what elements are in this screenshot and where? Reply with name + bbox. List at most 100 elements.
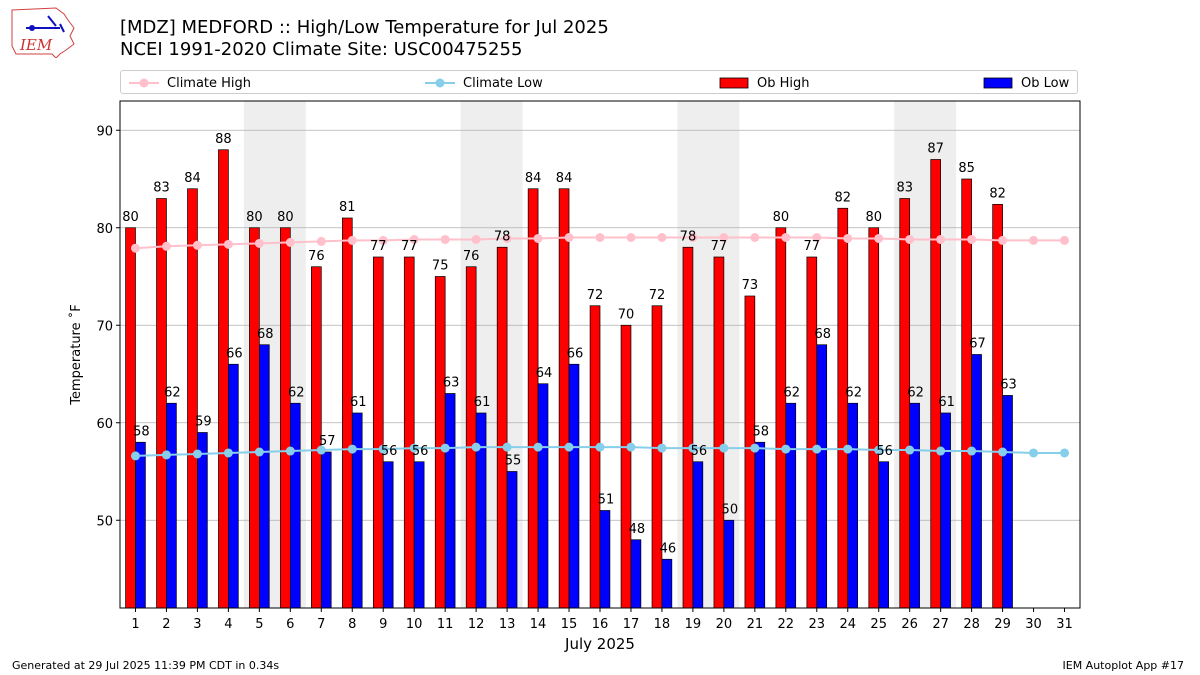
climate-low-point (874, 445, 884, 455)
bar-ob-low (940, 412, 951, 608)
bar-ob-high (311, 266, 322, 608)
bar-ob-high (713, 256, 725, 608)
climate-high-point (874, 233, 884, 243)
climate-high-point (316, 236, 326, 246)
bar-ob-low (816, 344, 828, 608)
x-tick-label: 11 (437, 617, 454, 632)
label-ob-high: 80 (122, 210, 139, 225)
label-ob-low: 68 (257, 327, 274, 342)
ob-high-swatch (719, 77, 749, 89)
x-tick-label: 20 (716, 617, 733, 632)
bar-ob-high (403, 256, 415, 608)
climate-high-point (688, 233, 698, 242)
climate-low-point (161, 450, 171, 460)
bar-ob-low (228, 363, 239, 608)
label-ob-high: 87 (927, 142, 944, 157)
label-ob-low: 62 (845, 385, 862, 400)
logo-text: IEM (19, 36, 53, 54)
x-tick-label: 26 (901, 617, 918, 632)
climate-low-point (626, 442, 636, 452)
climate-high-swatch (129, 78, 159, 88)
chart-title: [MDZ] MEDFORD :: High/Low Temperature fo… (120, 17, 609, 38)
climate-low-point (440, 443, 450, 453)
climate-high-point (843, 233, 853, 243)
climate-low-point (254, 447, 264, 457)
label-ob-high: 80 (865, 210, 882, 225)
x-tick-label: 3 (193, 617, 201, 632)
climate-high-point (1029, 235, 1039, 245)
x-tick-label: 25 (870, 617, 887, 632)
footer-generated: Generated at 29 Jul 2025 11:39 PM CDT in… (12, 659, 280, 672)
label-ob-low: 55 (505, 454, 522, 469)
bar-ob-low (661, 558, 673, 608)
bar-ob-high (341, 217, 353, 608)
label-ob-high: 78 (494, 229, 511, 244)
bar-ob-low (971, 354, 982, 608)
label-ob-high: 72 (587, 288, 604, 303)
x-tick-label: 18 (654, 617, 671, 632)
label-ob-low: 64 (536, 366, 553, 381)
climate-high-point (905, 234, 915, 244)
bar-ob-high (589, 305, 601, 608)
label-ob-high: 88 (215, 132, 232, 147)
bar-ob-low (166, 402, 177, 608)
label-ob-high: 84 (184, 171, 201, 186)
bar-ob-high (280, 227, 291, 608)
label-ob-low: 61 (474, 395, 491, 410)
x-tick-label: 23 (809, 617, 826, 632)
climate-high-point (781, 233, 791, 242)
climate-low-point (936, 446, 946, 456)
x-tick-label: 24 (839, 617, 856, 632)
climate-high-point (812, 233, 822, 242)
x-tick-label: 15 (561, 617, 578, 632)
bar-ob-low (135, 441, 146, 608)
legend-label-ob-high: Ob High (757, 75, 810, 91)
bar-ob-high (620, 324, 632, 608)
bar-ob-low (351, 412, 363, 608)
label-ob-low: 58 (753, 424, 770, 439)
climate-low-point (750, 443, 760, 453)
climate-low-point (223, 448, 233, 458)
x-tick-label: 19 (685, 617, 702, 632)
climate-low-point (285, 446, 295, 456)
climate-high-point (378, 235, 388, 245)
climate-high-point (223, 239, 233, 249)
bar-ob-high (527, 188, 539, 608)
climate-low-point (1029, 448, 1039, 458)
bar-ob-low (413, 461, 425, 608)
climate-low-point (719, 443, 729, 453)
bar-ob-low (320, 451, 332, 608)
x-tick-label: 12 (468, 617, 485, 632)
climate-high-point (161, 241, 171, 251)
label-ob-low: 62 (907, 385, 924, 400)
x-tick-label: 29 (994, 617, 1011, 632)
climate-high-point (998, 235, 1008, 245)
bar-ob-high (651, 305, 663, 608)
y-tick-label: 80 (96, 222, 113, 237)
label-ob-high: 75 (432, 259, 449, 274)
label-ob-low: 56 (412, 444, 429, 459)
climate-low-point (192, 449, 202, 459)
climate-low-point (409, 443, 419, 453)
label-ob-low: 51 (598, 493, 615, 508)
bar-ob-high (806, 256, 818, 608)
bar-ob-high (156, 198, 167, 608)
ob-low-swatch (983, 77, 1013, 89)
bar-ob-low (444, 393, 456, 608)
bar-ob-high (682, 246, 694, 608)
plot-group (120, 101, 1080, 608)
climate-high-point (936, 234, 946, 244)
label-ob-low: 66 (226, 346, 243, 361)
label-ob-low: 56 (381, 444, 398, 459)
x-tick-label: 9 (379, 617, 387, 632)
bar-ob-low (568, 363, 580, 608)
climate-high-point (192, 240, 202, 250)
label-ob-high: 82 (835, 190, 852, 205)
climate-high-point (254, 238, 264, 248)
x-axis-label: July 2025 (564, 635, 635, 653)
label-ob-high: 80 (773, 210, 790, 225)
x-tick-label: 27 (932, 617, 949, 632)
climate-low-point (688, 443, 698, 453)
climate-low-point (533, 442, 543, 452)
